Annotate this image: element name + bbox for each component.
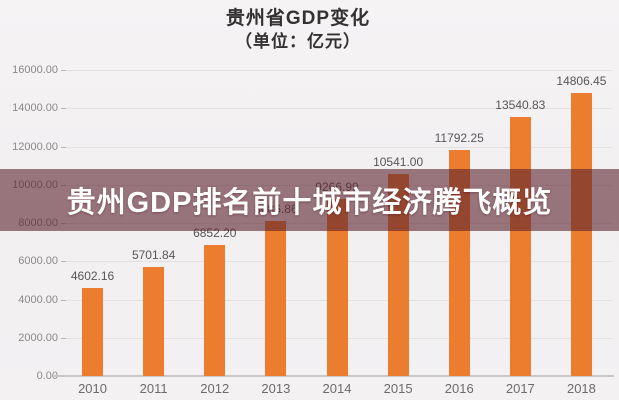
bar-2011 [143, 266, 165, 376]
x-axis-label-2016: 2016 [444, 381, 474, 396]
bar-2017 [509, 117, 531, 376]
x-axis-line [54, 375, 614, 377]
x-axis-label-2014: 2014 [322, 381, 352, 396]
bar-2018 [570, 92, 592, 376]
y-axis-tick [61, 261, 66, 263]
y-axis-label: 6000.00 [18, 255, 58, 268]
bar-value-label-2010: 4602.16 [70, 268, 115, 283]
x-axis-label-2013: 2013 [261, 381, 291, 396]
x-axis-label-2010: 2010 [78, 381, 107, 396]
x-axis-label-2018: 2018 [566, 381, 596, 396]
x-axis-label-2017: 2017 [505, 381, 535, 396]
y-axis-label: 12000.00 [12, 140, 58, 153]
x-axis-label-2012: 2012 [200, 381, 230, 396]
bar-2010 [82, 287, 104, 376]
bar-value-label-2017: 13540.83 [495, 98, 546, 113]
y-axis-tick [61, 108, 66, 110]
gridline [62, 146, 612, 148]
gridline [62, 108, 612, 110]
y-axis-tick [61, 299, 66, 301]
y-axis-label: 4000.00 [18, 293, 58, 306]
x-axis-label-2011: 2011 [139, 381, 168, 396]
y-axis-tick [61, 70, 66, 71]
chart-title-line1: 贵州省GDP变化 [225, 8, 371, 29]
bar-value-label-2011: 5701.84 [131, 247, 176, 262]
bar-2012 [204, 244, 226, 376]
gridline [62, 70, 612, 71]
y-axis-label: 0.00 [36, 370, 58, 382]
headline-banner-text: 贵州GDP排名前十城市经济腾飞概览 [66, 187, 553, 219]
y-axis-tick [61, 146, 66, 148]
y-axis-label: 14000.00 [12, 102, 58, 115]
chart-title-line2: （单位：亿元） [235, 32, 361, 51]
chart-title: 贵州省GDP变化 （单位：亿元） [0, 6, 596, 53]
bar-value-label-2018: 14806.45 [556, 73, 607, 88]
bar-value-label-2016: 11792.25 [434, 131, 484, 146]
x-axis-label-2015: 2015 [383, 381, 413, 396]
y-axis-label: 16000.00 [12, 64, 58, 76]
y-axis-label: 2000.00 [18, 331, 58, 344]
bar-2014 [326, 198, 348, 376]
bar-2013 [265, 221, 287, 376]
headline-banner-overlay: 贵州GDP排名前十城市经济腾飞概览 [0, 169, 619, 231]
bar-value-label-2015: 10541.00 [373, 155, 424, 170]
y-axis-tick [61, 337, 66, 339]
